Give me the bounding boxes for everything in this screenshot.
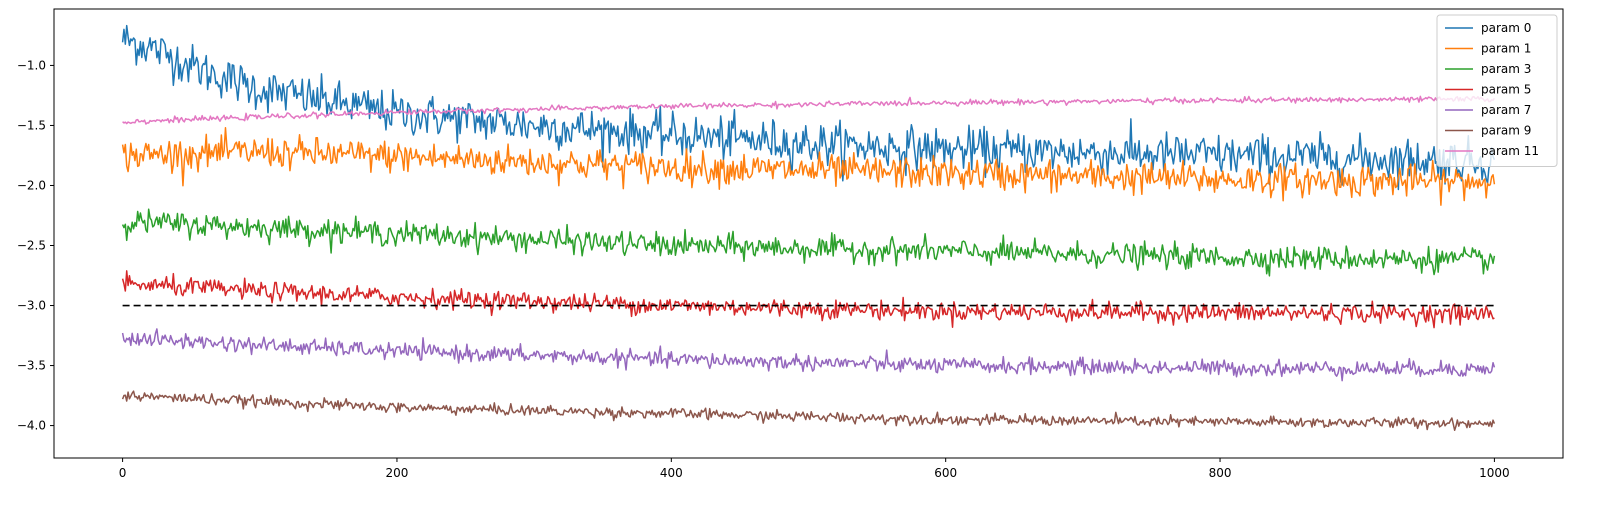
series-line-param-3 — [121, 208, 1496, 277]
series-layer — [121, 24, 1496, 431]
x-tick-label: 1000 — [1479, 466, 1510, 480]
legend-label: param 0 — [1481, 21, 1531, 35]
series-line-param-5 — [121, 270, 1495, 329]
y-tick-label: −2.0 — [17, 178, 46, 192]
series-line-param-7 — [121, 328, 1496, 382]
legend-label: param 5 — [1481, 83, 1531, 97]
y-axis: −1.0 −1.5 −2.0 −2.5 −3.0 −3.5 −4.0 — [17, 58, 54, 433]
x-tick-label: 600 — [934, 466, 957, 480]
y-tick-label: −3.5 — [17, 359, 46, 373]
y-tick-label: −4.0 — [17, 419, 46, 433]
x-tick-label: 0 — [119, 466, 127, 480]
series-line-param-11 — [122, 95, 1496, 125]
series-line-param-0 — [121, 24, 1496, 191]
legend-box — [1436, 14, 1558, 167]
y-tick-label: −1.0 — [17, 58, 46, 72]
x-tick-label: 800 — [1209, 466, 1232, 480]
y-tick-label: −3.0 — [17, 299, 46, 313]
axes-frame — [53, 8, 1564, 459]
x-axis: 0 200 400 600 800 1000 — [119, 458, 1510, 480]
legend-label: param 3 — [1481, 62, 1531, 76]
y-tick-label: −2.5 — [17, 239, 46, 253]
series-line-param-9 — [121, 390, 1496, 431]
legend-label: param 7 — [1481, 103, 1531, 117]
legend: param 0 param 1 param 3 param 5 param 7 param… — [1436, 14, 1558, 167]
y-tick-label: −1.5 — [17, 118, 46, 132]
legend-label: param 9 — [1481, 124, 1531, 138]
legend-label: param 11 — [1481, 144, 1539, 158]
x-tick-label: 200 — [386, 466, 409, 480]
series-line-param-1 — [121, 127, 1496, 206]
legend-label: param 1 — [1481, 42, 1531, 56]
x-tick-label: 400 — [660, 466, 683, 480]
